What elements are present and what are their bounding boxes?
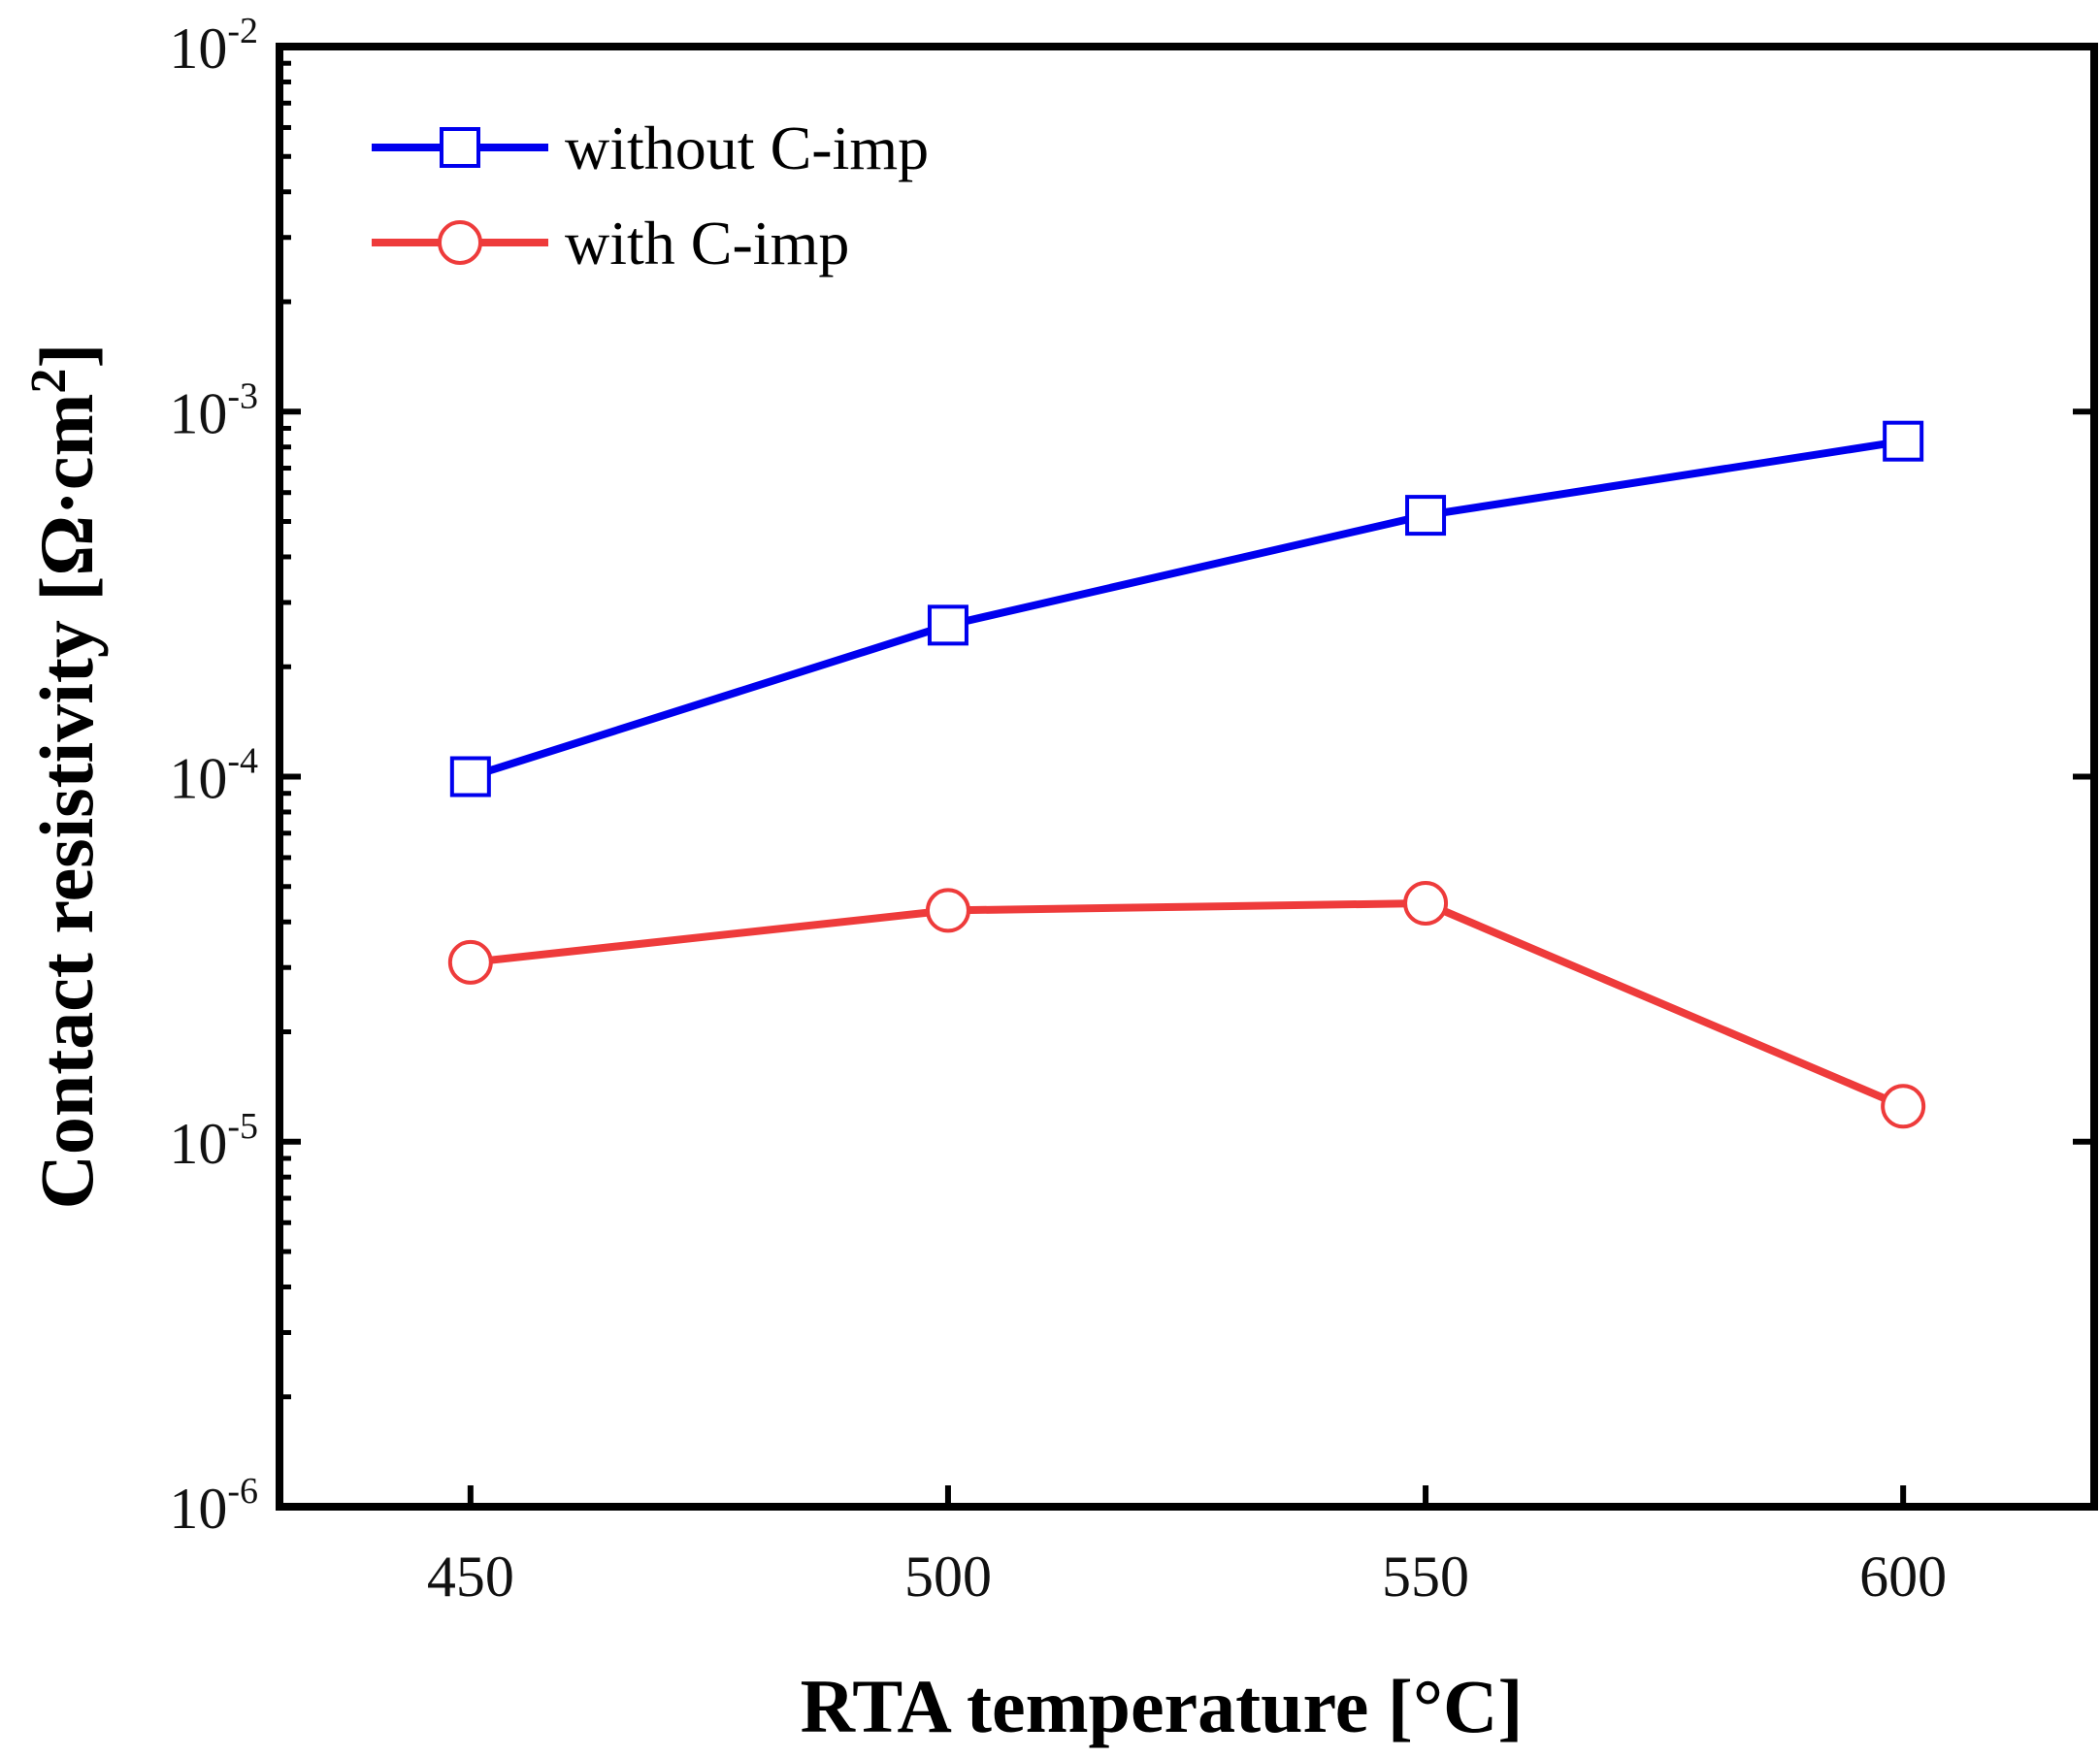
legend-label: without C-imp	[565, 114, 929, 182]
y-tick-label-exponent: -6	[227, 1471, 258, 1512]
y-tick-label-exponent: -4	[227, 741, 258, 782]
legend-label: with C-imp	[565, 209, 849, 277]
x-tick-label: 600	[1859, 1545, 1947, 1609]
y-tick-label-base: 10	[169, 16, 227, 81]
x-tick-label: 550	[1382, 1545, 1469, 1609]
data-point-circle	[925, 888, 970, 933]
y-axis-title-superscript: 2	[21, 369, 77, 394]
legend: without C-imp with C-imp	[372, 114, 929, 277]
y-tick-label: 10-3	[169, 375, 258, 445]
x-tick-label: 450	[427, 1545, 514, 1609]
x-axis-title: RTA temperature [°C]	[801, 1664, 1524, 1748]
y-tick-label: 10-4	[169, 741, 258, 811]
y-tick-label: 10-5	[169, 1106, 258, 1176]
data-point-square	[1883, 420, 1924, 462]
data-point-square	[449, 756, 491, 798]
y-tick-label-exponent: -3	[227, 375, 258, 416]
y-axis-title: Contact resistivity [Ω·cm2]	[21, 343, 109, 1210]
data-point-circle	[1881, 1084, 1926, 1129]
axis-major-ticks	[279, 44, 2094, 1510]
data-point-square	[1405, 495, 1447, 537]
series-markers	[447, 420, 1926, 1129]
y-axis-title-end: ]	[24, 343, 109, 369]
y-tick-label-base: 10	[169, 381, 227, 445]
y-tick-labels: 10-610-510-410-310-2	[169, 11, 258, 1541]
y-tick-label-base: 10	[169, 1112, 227, 1176]
y-tick-label: 10-6	[169, 1471, 258, 1541]
series-lines	[469, 437, 1905, 1110]
y-tick-label-exponent: -2	[227, 11, 258, 51]
y-tick-label-base: 10	[169, 1477, 227, 1541]
data-point-circle	[447, 939, 493, 985]
y-tick-label-exponent: -5	[227, 1106, 258, 1147]
legend-marker-square	[440, 127, 480, 168]
series-line-without-c-imp	[469, 437, 1904, 781]
y-tick-label-base: 10	[169, 747, 227, 811]
data-point-circle	[1403, 880, 1449, 926]
x-tick-labels: 450 500 550 600	[427, 1545, 1947, 1609]
plot-frame	[276, 43, 2098, 1511]
series-line-with-c-imp	[470, 898, 1905, 1110]
x-tick-label: 500	[904, 1545, 992, 1609]
data-point-square	[927, 604, 968, 646]
y-minor-ticks	[279, 60, 291, 1400]
legend-marker-circle	[438, 220, 482, 265]
y-axis-title-main: Contact resistivity [Ω·cm	[24, 394, 109, 1210]
y-tick-label: 10-2	[169, 11, 258, 81]
